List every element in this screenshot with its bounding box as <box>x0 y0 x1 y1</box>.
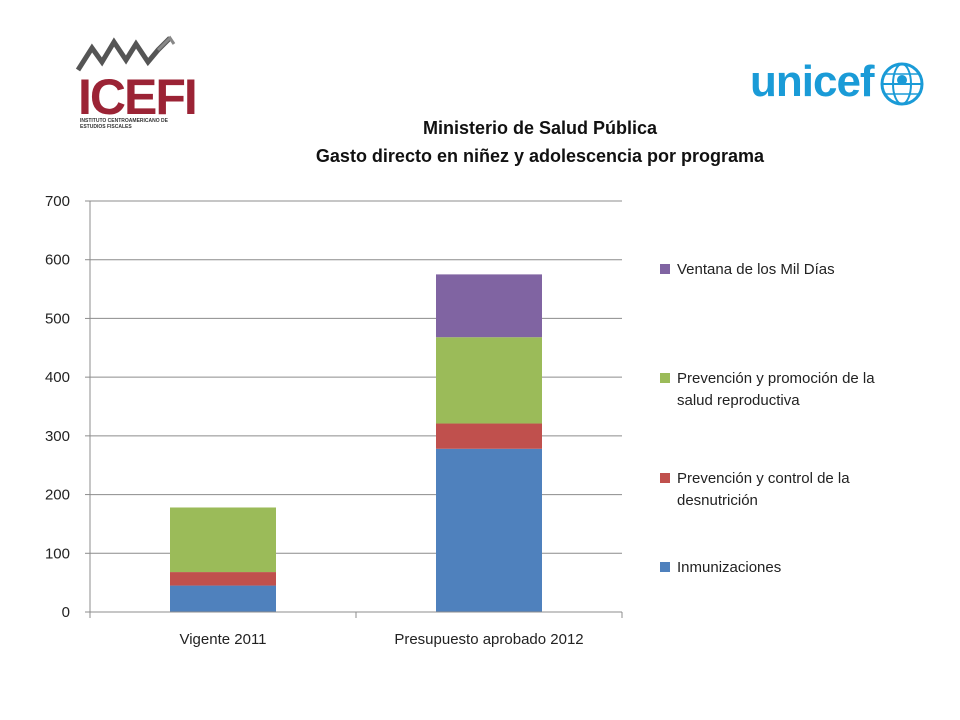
y-tick-label: 400 <box>45 369 70 386</box>
bar-1-series-0 <box>436 448 542 612</box>
y-tick-label: 700 <box>45 193 70 210</box>
legend-swatch-3 <box>660 264 670 274</box>
y-tick-label: 0 <box>62 604 70 621</box>
legend-label-1: Prevención y control de la desnutrición <box>677 470 850 509</box>
unicef-emblem-icon <box>880 62 924 106</box>
legend-label-2: Prevención y promoción de la salud reprod… <box>677 370 875 409</box>
legend-label-0: Inmunizaciones <box>677 559 781 576</box>
y-tick-label: 100 <box>45 545 70 562</box>
chart-title: Ministerio de Salud Pública <box>422 118 658 138</box>
unicef-brand: unicef <box>750 57 875 106</box>
chart-subtitle: Gasto directo en niñez y adolescencia po… <box>315 146 765 166</box>
y-tick-label: 600 <box>45 252 70 269</box>
y-tick-label: 200 <box>45 487 70 504</box>
y-tick-label: 500 <box>45 310 70 327</box>
legend-swatch-1 <box>660 473 670 483</box>
bar-0-series-0 <box>170 585 276 612</box>
icefi-subtitle: INSTITUTO CENTROAMERICANO DE ESTUDIOS FI… <box>80 118 168 130</box>
icefi-mountain-icon <box>75 35 176 72</box>
bar-0-series-1 <box>170 572 276 586</box>
x-tick-label: Presupuesto aprobado 2012 <box>394 631 583 648</box>
bar-1-series-3 <box>436 274 542 338</box>
y-tick-label: 300 <box>45 428 70 445</box>
legend-label-3: Ventana de los Mil Días <box>677 261 835 278</box>
unicef-logo: unicef <box>750 57 930 112</box>
bar-0-series-2 <box>170 507 276 573</box>
icefi-logo: ICEFI INSTITUTO CENTROAMERICANO DE ESTUD… <box>74 34 198 134</box>
x-tick-label: Vigente 2011 <box>179 631 266 648</box>
bar-1-series-2 <box>436 337 542 424</box>
legend-swatch-2 <box>660 373 670 383</box>
legend-swatch-0 <box>660 562 670 572</box>
icefi-brand: ICEFI <box>78 69 198 125</box>
bar-1-series-1 <box>436 423 542 449</box>
